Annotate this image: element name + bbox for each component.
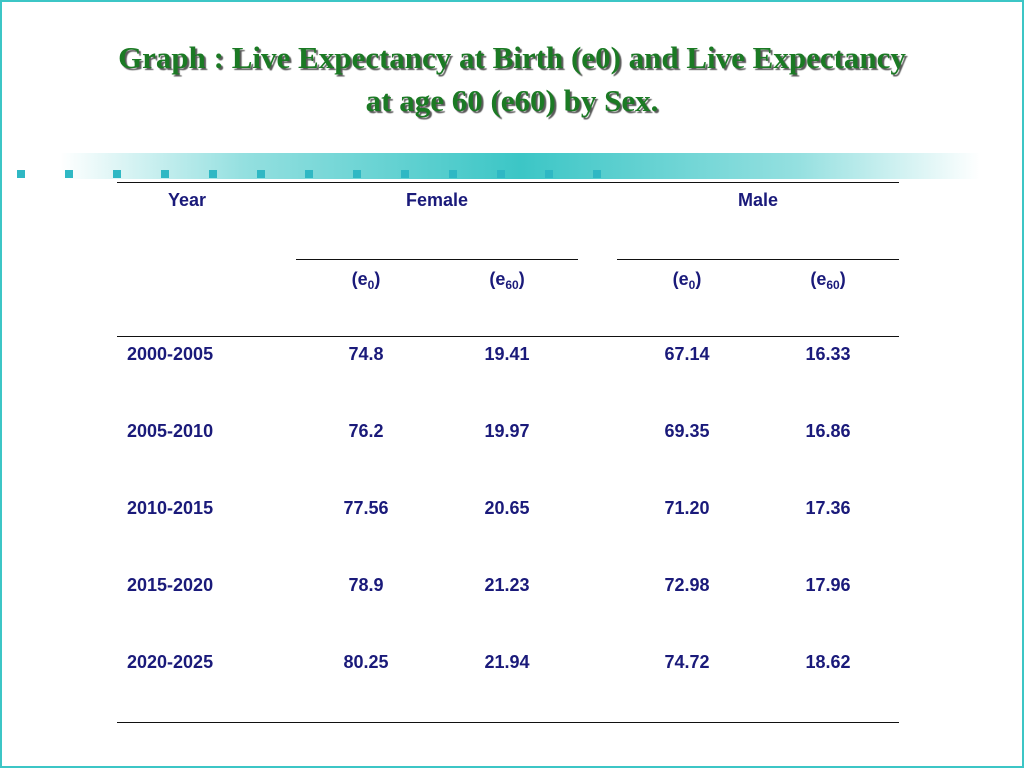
female-e60-cell: 21.94: [484, 652, 530, 672]
female-e60-cell: 21.23: [484, 575, 530, 595]
header-bottom-rule: [117, 336, 899, 337]
header-female: Female: [405, 190, 469, 210]
slide-title: Graph : Live Expectancy at Birth (e0) an…: [60, 36, 964, 122]
female-e0-cell: 76.2: [348, 421, 384, 441]
female-e60-cell: 19.97: [484, 421, 530, 441]
female-group-rule: [296, 259, 578, 260]
male-e0-cell: 69.35: [664, 421, 710, 441]
year-cell: 2010-2015: [127, 498, 214, 518]
male-e60-cell: 17.36: [805, 498, 851, 518]
female-e0-cell: 77.56: [343, 498, 389, 518]
female-e0-cell: 74.8: [348, 344, 384, 364]
male-e60-cell: 18.62: [805, 652, 851, 672]
male-e60-cell: 17.96: [805, 575, 851, 595]
table-bottom-rule: [117, 722, 899, 723]
male-e0-cell: 72.98: [664, 575, 710, 595]
header-male: Male: [737, 190, 779, 210]
year-cell: 2000-2005: [127, 344, 214, 364]
year-cell: 2015-2020: [127, 575, 214, 595]
header-female-e0: (e0): [351, 269, 381, 292]
male-group-rule: [617, 259, 899, 260]
female-e0-cell: 78.9: [348, 575, 384, 595]
table-top-rule: [117, 182, 899, 183]
title-line-1: Graph : Live Expectancy at Birth (e0) an…: [118, 40, 906, 75]
header-male-e60: (e60): [810, 269, 846, 292]
male-e0-cell: 74.72: [664, 652, 710, 672]
female-e60-cell: 20.65: [484, 498, 530, 518]
male-e60-cell: 16.33: [805, 344, 851, 364]
female-e60-cell: 19.41: [484, 344, 530, 364]
male-e60-cell: 16.86: [805, 421, 851, 441]
female-e0-cell: 80.25: [343, 652, 389, 672]
decorative-square-dots: [0, 170, 1024, 180]
year-cell: 2020-2025: [127, 652, 214, 672]
title-line-2: at age 60 (e60) by Sex.: [365, 83, 659, 118]
header-male-e0: (e0): [672, 269, 702, 292]
header-female-e60: (e60): [489, 269, 525, 292]
male-e0-cell: 67.14: [664, 344, 710, 364]
header-year: Year: [167, 190, 207, 210]
year-cell: 2005-2010: [127, 421, 214, 441]
male-e0-cell: 71.20: [664, 498, 710, 518]
